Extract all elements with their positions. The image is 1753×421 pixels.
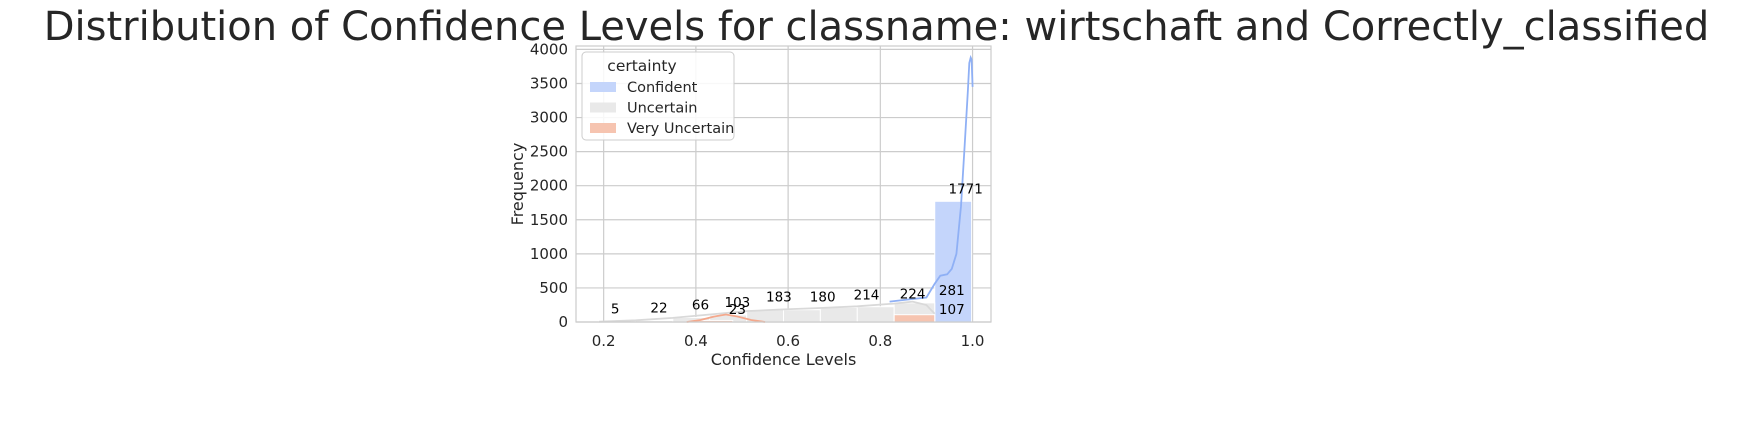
bar-count-label: 23 <box>729 302 746 318</box>
y-tick-label: 500 <box>539 279 568 297</box>
bar-count-label: 5 <box>611 302 620 318</box>
chart-title: Distribution of Confidence Levels for cl… <box>43 4 1710 50</box>
y-tick-label: 1000 <box>530 245 568 263</box>
legend-label: Confident <box>627 80 698 96</box>
x-tick-label: 0.4 <box>684 332 708 350</box>
bar-count-label: 214 <box>854 287 880 303</box>
x-tick-label: 0.6 <box>776 332 800 350</box>
y-tick-label: 2500 <box>530 143 568 161</box>
y-tick-label: 3500 <box>530 74 568 92</box>
grid-lines <box>576 46 991 323</box>
kde-line-confident <box>889 54 974 303</box>
bar-count-label: 1771 <box>948 181 982 197</box>
legend-swatch <box>590 102 616 113</box>
bar-uncertain <box>783 309 821 323</box>
legend-label: Very Uncertain <box>627 121 734 137</box>
kde-curves <box>599 54 974 323</box>
x-axis-label: Confidence Levels <box>711 350 857 369</box>
bar-count-label: 183 <box>766 290 792 306</box>
legend-title: certainty <box>607 57 676 75</box>
x-tick-label: 0.2 <box>592 332 616 350</box>
bar-uncertain <box>856 306 895 323</box>
y-tick-label: 0 <box>558 313 568 331</box>
bar-count-label: 180 <box>810 290 836 306</box>
bar-count-label: 66 <box>692 298 709 314</box>
y-tick-label: 2000 <box>530 177 568 195</box>
bar-count-label: 281 <box>939 283 965 299</box>
x-tick-label: 1.0 <box>961 332 985 350</box>
bar-count-label: 224 <box>900 287 926 303</box>
legend-swatch <box>590 123 616 133</box>
legend-swatch <box>590 82 616 92</box>
bar-uncertain <box>819 306 858 323</box>
y-tick-label: 1500 <box>530 211 568 229</box>
plot-frame <box>575 45 992 323</box>
kde-line-very-uncertain <box>686 313 766 323</box>
legend-box <box>581 51 735 141</box>
bar-very-uncertain <box>893 314 936 323</box>
axes: 0.2 0.4 0.6 0.8 1.0 0 500 1000 1500 2000 2500 3000 3… <box>508 40 992 369</box>
kde-line-uncertain <box>599 300 936 323</box>
y-tick-label: 4000 <box>530 40 568 58</box>
x-tick-label: 0.8 <box>868 332 892 350</box>
bar-count-label: 22 <box>650 301 667 317</box>
legend-label: Uncertain <box>627 101 697 117</box>
bar-count-label: 103 <box>724 295 750 311</box>
bar-count-label: 107 <box>939 302 965 318</box>
legend: certainty Confident Uncertain Very Uncertai… <box>581 51 735 141</box>
y-tick-label: 3000 <box>530 109 568 127</box>
y-axis-label: Frequency <box>508 143 527 226</box>
